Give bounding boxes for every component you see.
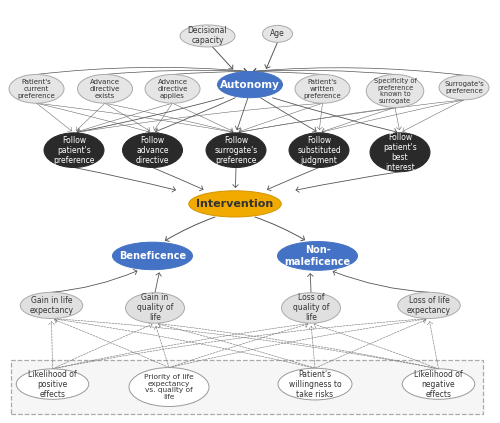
Text: Surrogate's
preference: Surrogate's preference bbox=[444, 81, 484, 94]
Ellipse shape bbox=[78, 74, 132, 103]
Ellipse shape bbox=[366, 74, 424, 107]
Text: Patient's
willingness to
take risks: Patient's willingness to take risks bbox=[288, 370, 342, 398]
Ellipse shape bbox=[398, 292, 460, 319]
Text: Autonomy: Autonomy bbox=[220, 80, 280, 90]
Ellipse shape bbox=[282, 293, 341, 323]
Text: Beneficence: Beneficence bbox=[119, 251, 186, 261]
Text: Follow
surrogate's
preference: Follow surrogate's preference bbox=[214, 136, 258, 165]
Text: Patient's
current
preference: Patient's current preference bbox=[18, 79, 56, 99]
Ellipse shape bbox=[278, 368, 352, 400]
Text: Non-
maleficence: Non- maleficence bbox=[284, 245, 350, 266]
Text: Decisional
capacity: Decisional capacity bbox=[188, 26, 228, 46]
Text: Priority of life
expectancy
vs. quality of
life: Priority of life expectancy vs. quality … bbox=[144, 374, 194, 400]
Text: Patient's
written
preference: Patient's written preference bbox=[304, 79, 342, 99]
Ellipse shape bbox=[112, 242, 192, 270]
Ellipse shape bbox=[9, 74, 64, 103]
Text: Specificity of
preference
known to
surrogate: Specificity of preference known to surro… bbox=[374, 78, 416, 104]
Ellipse shape bbox=[122, 133, 182, 168]
Ellipse shape bbox=[16, 369, 89, 399]
Ellipse shape bbox=[370, 133, 430, 172]
Text: Likelihood of
negative
effects: Likelihood of negative effects bbox=[414, 370, 463, 398]
Ellipse shape bbox=[289, 133, 349, 168]
Text: Age: Age bbox=[270, 29, 285, 38]
Text: Follow
patient's
best
interest: Follow patient's best interest bbox=[383, 133, 417, 172]
Text: Intervention: Intervention bbox=[196, 199, 274, 209]
Ellipse shape bbox=[262, 25, 292, 42]
Ellipse shape bbox=[206, 133, 266, 168]
Text: Advance
directive
exists: Advance directive exists bbox=[90, 79, 120, 99]
Ellipse shape bbox=[20, 292, 83, 319]
Ellipse shape bbox=[439, 75, 489, 100]
Ellipse shape bbox=[145, 74, 200, 103]
Ellipse shape bbox=[295, 74, 350, 103]
Text: Gain in life
expectancy: Gain in life expectancy bbox=[30, 296, 74, 315]
Text: Follow
advance
directive: Follow advance directive bbox=[136, 136, 169, 165]
Ellipse shape bbox=[278, 242, 357, 270]
Ellipse shape bbox=[218, 71, 282, 98]
Text: Gain in
quality of
life: Gain in quality of life bbox=[137, 294, 173, 322]
Text: Advance
directive
applies: Advance directive applies bbox=[158, 79, 188, 99]
Ellipse shape bbox=[180, 25, 235, 47]
Ellipse shape bbox=[402, 369, 475, 399]
FancyBboxPatch shape bbox=[11, 360, 483, 414]
Text: Loss of
quality of
life: Loss of quality of life bbox=[293, 294, 329, 322]
Ellipse shape bbox=[189, 191, 281, 217]
Text: Follow
substituted
judgment: Follow substituted judgment bbox=[297, 136, 341, 165]
Ellipse shape bbox=[44, 133, 104, 168]
Text: Follow
patient's
preference: Follow patient's preference bbox=[54, 136, 94, 165]
Text: Loss of life
expectancy: Loss of life expectancy bbox=[407, 296, 451, 315]
Ellipse shape bbox=[129, 368, 209, 407]
Ellipse shape bbox=[126, 293, 184, 323]
Text: Likelihood of
positive
effects: Likelihood of positive effects bbox=[28, 370, 77, 398]
